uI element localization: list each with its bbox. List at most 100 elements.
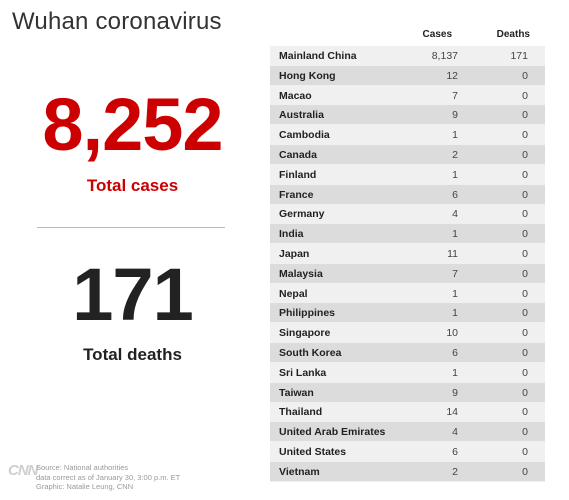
deaths-count: 0	[522, 208, 528, 221]
cases-count: 12	[446, 69, 458, 82]
country-name: Australia	[279, 109, 324, 122]
cases-count: 7	[452, 267, 458, 280]
country-name: Finland	[279, 168, 317, 181]
table-row: Vietnam 2 0	[270, 461, 545, 481]
table-row: United States 6 0	[270, 442, 545, 461]
cases-count: 10	[446, 327, 458, 340]
cases-count: 1	[452, 287, 458, 300]
country-name: Mainland China	[279, 50, 357, 62]
country-name: Germany	[279, 208, 325, 221]
cases-count: 2	[452, 149, 458, 161]
cases-table: Mainland China 8,137 171 Hong Kong 12 0 Macao 7…	[270, 46, 545, 482]
deaths-count: 0	[522, 366, 528, 379]
cases-count: 6	[452, 188, 458, 201]
table-row: Singapore 10 0	[270, 323, 545, 342]
table-row: Sri Lanka 1 0	[270, 363, 545, 382]
deaths-count: 0	[522, 406, 528, 419]
country-name: Hong Kong	[279, 69, 336, 82]
total-cases-value: 8,252	[42, 83, 223, 166]
deaths-count: 0	[522, 89, 528, 102]
deaths-count: 0	[522, 248, 528, 260]
country-name: Sri Lanka	[279, 366, 327, 379]
country-name: United States	[279, 446, 347, 458]
table-row: Germany 4 0	[270, 204, 545, 223]
cases-count: 9	[452, 386, 458, 399]
deaths-count: 0	[522, 228, 528, 241]
deaths-count: 0	[522, 465, 528, 478]
table-row: Nepal 1 0	[270, 284, 545, 303]
country-name: Canada	[279, 149, 317, 161]
table-row: Australia 9 0	[270, 105, 545, 125]
country-name: Thailand	[279, 406, 323, 419]
country-name: South Korea	[279, 347, 342, 359]
deaths-count: 0	[522, 188, 528, 201]
deaths-count: 0	[522, 129, 528, 142]
table-row: Hong Kong 12 0	[270, 65, 545, 85]
country-name: Taiwan	[279, 386, 314, 399]
cases-column-header: Cases	[422, 29, 452, 40]
country-name: Malaysia	[279, 267, 323, 280]
deaths-count: 0	[522, 347, 528, 359]
cases-count: 4	[452, 208, 458, 221]
table-row: France 6 0	[270, 184, 545, 204]
summary-divider	[37, 227, 225, 228]
deaths-count: 0	[522, 386, 528, 399]
total-deaths-value: 171	[72, 253, 193, 336]
cases-count: 11	[447, 248, 458, 260]
page-title: Wuhan coronavirus	[12, 8, 222, 35]
deaths-count: 0	[522, 446, 528, 458]
deaths-count: 0	[522, 287, 528, 300]
table-row: Japan 11 0	[270, 244, 545, 263]
cases-count: 1	[452, 307, 458, 320]
table-row: Philippines 1 0	[270, 303, 545, 323]
table-row: Malaysia 7 0	[270, 263, 545, 283]
deaths-count: 171	[510, 50, 528, 62]
cnn-logo: CNN	[8, 462, 38, 479]
cases-count: 2	[452, 465, 458, 478]
country-name: Nepal	[279, 287, 308, 300]
cases-count: 14	[446, 406, 458, 419]
cases-count: 7	[452, 89, 458, 102]
deaths-count: 0	[522, 168, 528, 181]
table-row: Cambodia 1 0	[270, 125, 545, 144]
country-name: Singapore	[279, 327, 331, 340]
deaths-count: 0	[522, 149, 528, 161]
deaths-column-header: Deaths	[496, 29, 530, 40]
cases-count: 1	[452, 228, 458, 241]
deaths-count: 0	[522, 109, 528, 122]
cases-count: 6	[452, 347, 458, 359]
graphic-credit: Graphic: Natalie Leung, CNN	[36, 482, 134, 491]
table-header: Cases Deaths	[270, 29, 545, 45]
cases-count: 1	[452, 366, 458, 379]
deaths-count: 0	[522, 69, 528, 82]
table-row: Mainland China 8,137 171	[270, 46, 545, 65]
total-deaths-label: Total deaths	[83, 345, 182, 364]
deaths-count: 0	[522, 327, 528, 340]
country-name: Cambodia	[279, 129, 330, 142]
country-name: France	[279, 188, 314, 201]
country-name: Vietnam	[279, 465, 320, 478]
cases-count: 6	[452, 446, 458, 458]
table-row: Canada 2 0	[270, 145, 545, 164]
table-row: Thailand 14 0	[270, 402, 545, 421]
total-cases-label: Total cases	[86, 176, 179, 195]
footer-text: Source: National authorities data correc…	[36, 463, 276, 492]
country-name: India	[279, 228, 304, 241]
cases-count: 8,137	[431, 50, 458, 62]
table-row: Finland 1 0	[270, 165, 545, 184]
country-name: United Arab Emirates	[279, 426, 386, 439]
deaths-count: 0	[522, 426, 528, 439]
table-row: United Arab Emirates 4 0	[270, 422, 545, 442]
data-date-note: data correct as of January 30, 3:00 p.m.…	[36, 472, 181, 482]
cases-count: 1	[452, 129, 458, 142]
deaths-count: 0	[522, 267, 528, 280]
country-name: Macao	[279, 89, 312, 102]
country-name: Philippines	[279, 307, 336, 320]
table-row: Macao 7 0	[270, 86, 545, 105]
table-row: South Korea 6 0	[270, 343, 545, 362]
cases-count: 4	[452, 426, 458, 439]
cases-count: 1	[452, 168, 458, 181]
table-row: Taiwan 9 0	[270, 382, 545, 402]
cases-count: 9	[452, 109, 458, 122]
table-row: India 1 0	[270, 224, 545, 244]
